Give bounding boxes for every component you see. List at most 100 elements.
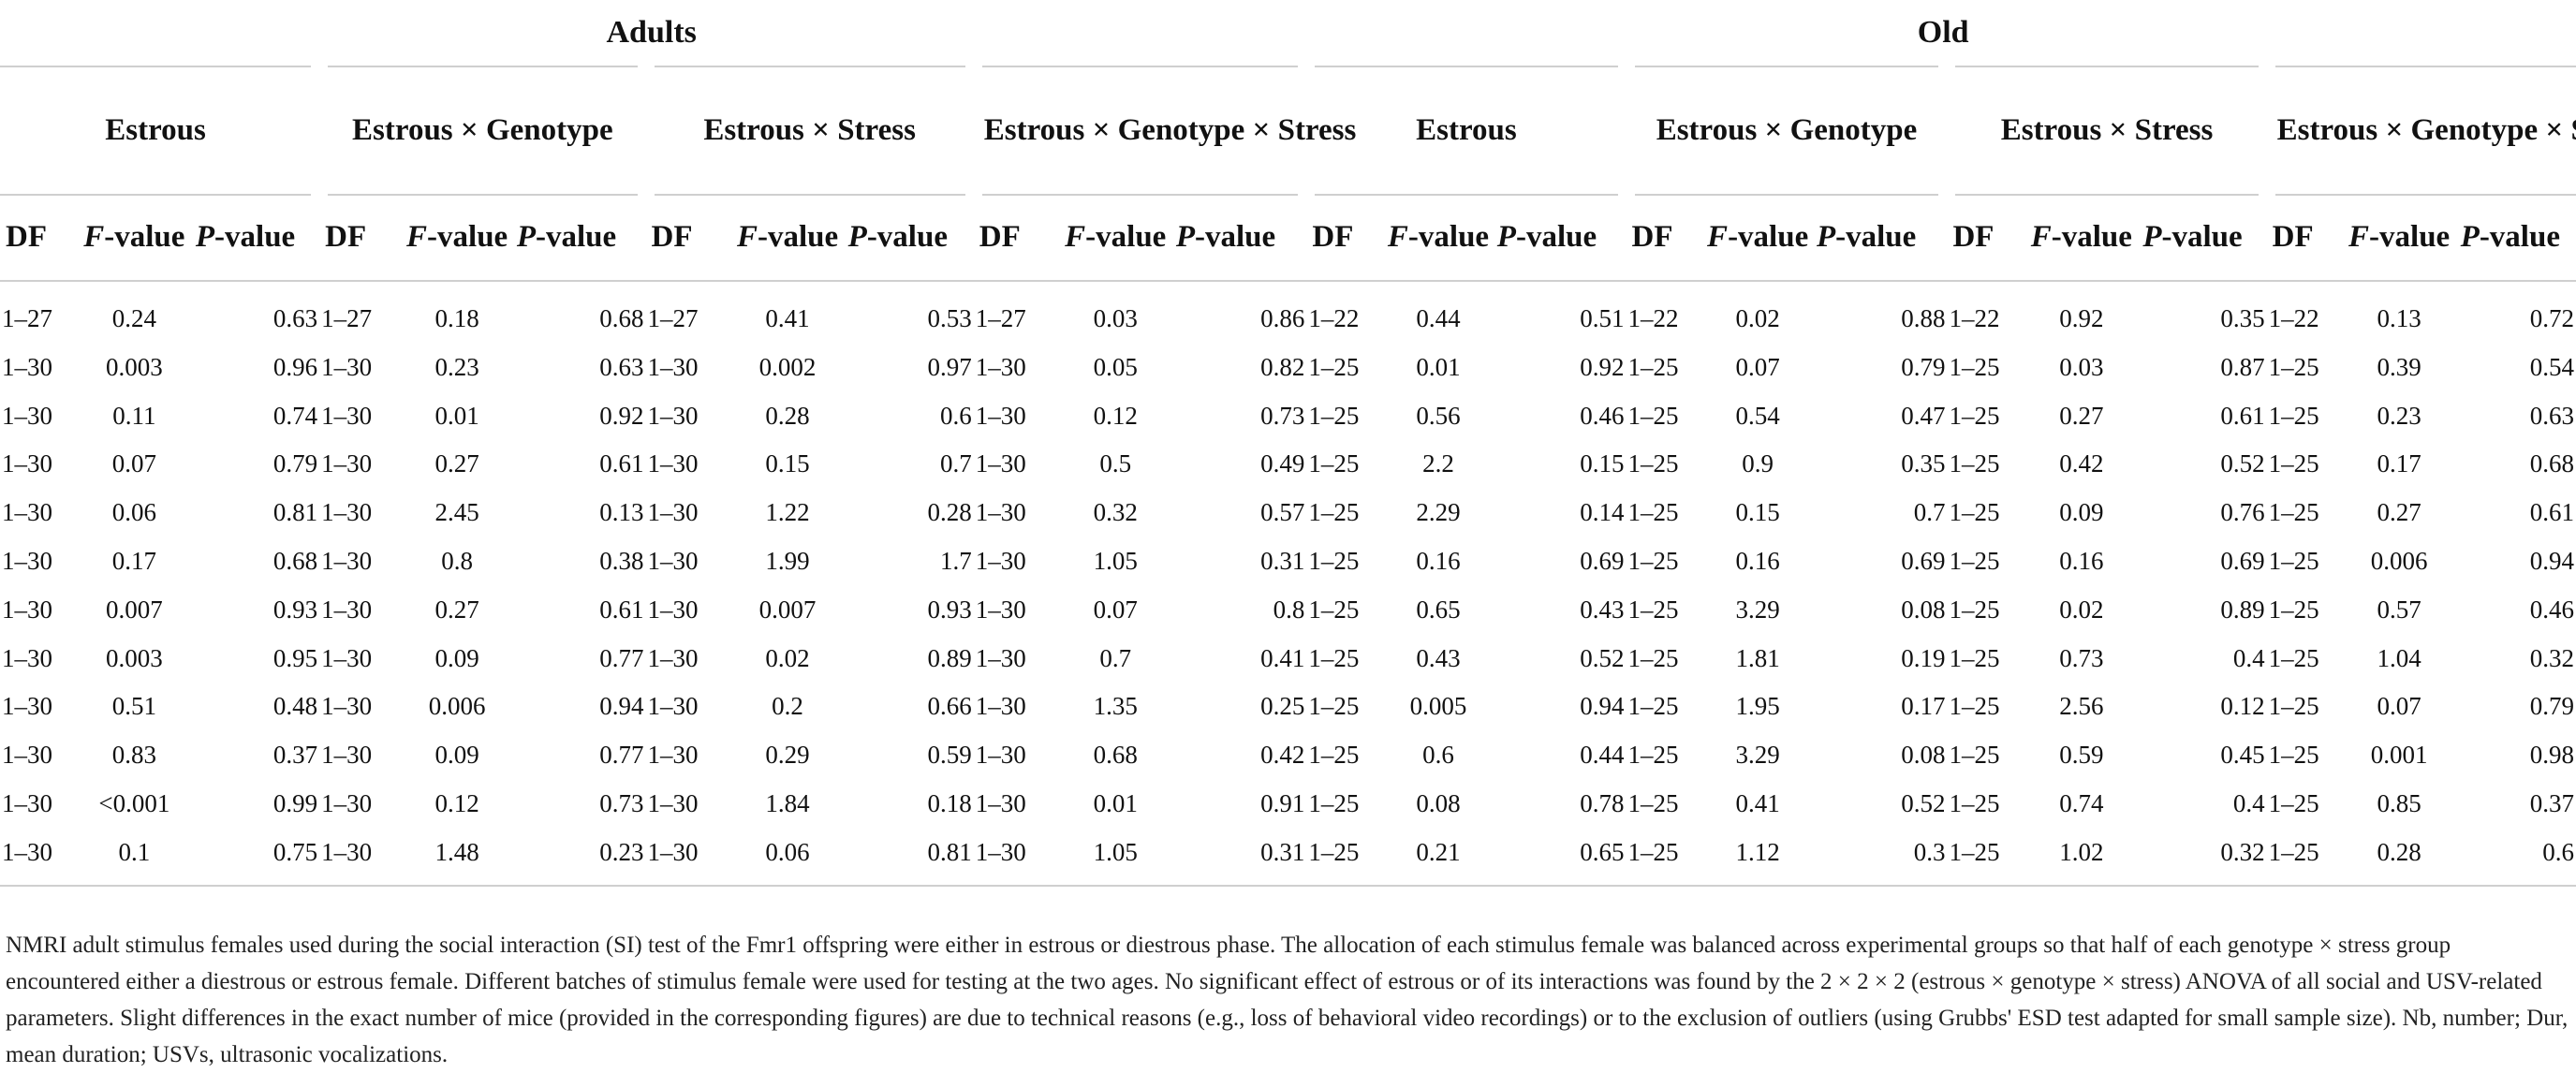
column-header-p-letter: P bbox=[2460, 220, 2480, 255]
table-cell-p-value: 0.77 bbox=[599, 741, 644, 770]
table-row: 1–30 0.003 0.96 1–30 0.23 0.63 1–30 0.002 0.97 1–… bbox=[0, 344, 2576, 392]
table-cell-f-value: 0.003 bbox=[105, 352, 163, 381]
table-cell-df: 1–30 bbox=[319, 828, 400, 887]
table-cell-f-value: 0.16 bbox=[2059, 547, 2104, 575]
table-cell-f-value: 1.12 bbox=[1700, 828, 1815, 887]
column-header-p-value-old-estrous-genotype: P-value bbox=[1814, 195, 1948, 282]
table-cell-p-value: 0.14 bbox=[1580, 498, 1625, 527]
table-cell-p-value: 0.69 bbox=[2220, 547, 2265, 575]
table-cell-f-value: 1.48 bbox=[399, 828, 515, 887]
table-cell-f-value: 0.001 bbox=[2370, 741, 2428, 770]
column-header-p-letter: P bbox=[195, 220, 215, 255]
table-cell-df: 1–27 bbox=[321, 304, 373, 333]
table-cell-p-value: 0.51 bbox=[1580, 304, 1625, 333]
table-cell-f-value: 1.02 bbox=[2022, 828, 2142, 887]
column-header-f-letter: F bbox=[1707, 220, 1729, 255]
column-header-f-suffix: -value bbox=[2369, 220, 2451, 255]
table-cell-f-value: 0.06 bbox=[111, 498, 156, 527]
table-cell-p-value: 0.31 bbox=[1173, 828, 1307, 887]
table-cell-df: 1–25 bbox=[1947, 828, 2023, 887]
table-row: 1–30 0.007 0.93 1–30 0.27 0.61 1–30 0.007 0.93 1–… bbox=[0, 586, 2576, 635]
table-cell-p-value: 0.94 bbox=[2529, 547, 2574, 575]
table-cell-p-value: 0.37 bbox=[2529, 788, 2574, 817]
column-header-p-value-adults-estrous-genotype: P-value bbox=[514, 195, 646, 282]
table-cell-p-value: 0.46 bbox=[1580, 401, 1625, 430]
column-header-p-value-adults-estrous-genotype-stress: P-value bbox=[1173, 195, 1307, 282]
table-cell-p-value: 0.78 bbox=[1580, 788, 1625, 817]
column-header-p-letter: P bbox=[847, 220, 867, 255]
table-cell-df: 1–30 bbox=[2, 595, 52, 624]
column-header-p-letter: P bbox=[2142, 220, 2162, 255]
table-cell-p-value: 0.68 bbox=[2529, 449, 2574, 478]
table-cell-df: 1–30 bbox=[647, 643, 699, 672]
table-cell-f-value: 1.05 bbox=[1093, 547, 1138, 575]
table-cell-p-value: 0.81 bbox=[272, 498, 318, 527]
table-cell-p-value: 0.97 bbox=[927, 352, 972, 381]
table-cell-df: 1–25 bbox=[1308, 643, 1360, 672]
table-cell-f-value: 1.35 bbox=[1093, 692, 1138, 721]
table-row: 1–30 0.07 0.79 1–30 0.27 0.61 1–30 0.15 0.7 1–30 0… bbox=[0, 440, 2576, 489]
table-cell-p-value: 0.69 bbox=[1901, 547, 1946, 575]
table-cell-f-value: 0.8 bbox=[441, 547, 473, 575]
table-cell-p-value: 0.19 bbox=[1901, 643, 1946, 672]
table-cell-df: 1–25 bbox=[1627, 498, 1679, 527]
table-cell-p-value: 0.46 bbox=[2529, 595, 2574, 624]
age-header-adults: Adults bbox=[0, 0, 1307, 67]
table-cell-p-value: 0.92 bbox=[1580, 352, 1625, 381]
table-cell-f-value: 3.29 bbox=[1735, 595, 1780, 624]
table-row: 1–30 0.003 0.95 1–30 0.09 0.77 1–30 0.02 0.89 1–3… bbox=[0, 635, 2576, 683]
table-cell-f-value: 0.11 bbox=[112, 401, 156, 430]
column-header-p-letter: P bbox=[1816, 220, 1836, 255]
table-cell-p-value: 0.93 bbox=[927, 595, 972, 624]
table-cell-p-value: 0.77 bbox=[599, 643, 644, 672]
column-header-f-value-old-estrous-stress: F-value bbox=[2022, 195, 2142, 282]
table-cell-p-value: 0.61 bbox=[2220, 401, 2265, 430]
age-header-row: Adults Old bbox=[0, 0, 2576, 67]
table-cell-f-value: 0.21 bbox=[1381, 828, 1495, 887]
table-cell-df: 1–30 bbox=[975, 498, 1026, 527]
table-cell-df: 1–25 bbox=[1949, 741, 2000, 770]
table-cell-f-value: <0.001 bbox=[98, 788, 170, 817]
table-cell-p-value: 0.63 bbox=[2529, 401, 2574, 430]
table-cell-df: 1–25 bbox=[1626, 828, 1701, 887]
table-cell-df: 1–30 bbox=[2, 401, 52, 430]
table-cell-p-value: 0.15 bbox=[1580, 449, 1625, 478]
table-cell-df: 1–30 bbox=[975, 449, 1026, 478]
table-cell-f-value: 0.27 bbox=[2059, 401, 2104, 430]
table-cell-p-value: 0.08 bbox=[1901, 741, 1946, 770]
table-cell-f-value: 0.27 bbox=[2377, 498, 2421, 527]
table-cell-f-value: 0.23 bbox=[2377, 401, 2421, 430]
table-cell-df: 1–30 bbox=[975, 643, 1026, 672]
table-cell-df: 1–25 bbox=[1308, 352, 1360, 381]
effect-header-adults-estrous-genotype-stress: Estrous × Genotype × Stress bbox=[964, 66, 1356, 196]
column-header-p-value-old-estrous-genotype-stress: P-value bbox=[2458, 195, 2576, 282]
table-cell-f-value: 0.51 bbox=[111, 692, 156, 721]
table-cell-df: 1–30 bbox=[973, 828, 1057, 887]
table-cell-p-value: 0.88 bbox=[1901, 304, 1946, 333]
table-cell-f-value: 0.003 bbox=[105, 643, 163, 672]
table-cell-f-value: 0.01 bbox=[434, 401, 479, 430]
table-cell-p-value: 0.52 bbox=[2220, 449, 2265, 478]
table-cell-df: 1–30 bbox=[321, 643, 373, 672]
table-cell-p-value: 0.48 bbox=[272, 692, 318, 721]
table-cell-f-value: 0.59 bbox=[2059, 741, 2104, 770]
table-cell-f-value: 0.09 bbox=[434, 741, 479, 770]
table-cell-f-value: 0.56 bbox=[1416, 401, 1461, 430]
table-cell-p-value: 0.4 bbox=[2232, 788, 2265, 817]
table-cell-f-value: 0.12 bbox=[1093, 401, 1138, 430]
table-cell-f-value: 0.5 bbox=[1099, 449, 1132, 478]
effect-header-old-estrous-genotype-stress: Estrous × Genotype × Stress bbox=[2258, 66, 2576, 196]
table-cell-df: 1–30 bbox=[321, 595, 373, 624]
table-cell-df: 1–30 bbox=[2, 643, 52, 672]
table-cell-df: 1–25 bbox=[2268, 352, 2319, 381]
table-cell-f-value: 0.12 bbox=[434, 788, 479, 817]
table-cell-df: 1–25 bbox=[1949, 449, 2000, 478]
table-cell-f-value: 0.07 bbox=[1735, 352, 1780, 381]
table-cell-df: 1–30 bbox=[321, 547, 373, 575]
column-header-f-letter: F bbox=[2030, 220, 2052, 255]
column-header-f-suffix: -value bbox=[1085, 220, 1167, 255]
table-cell-f-value: 0.41 bbox=[1735, 788, 1780, 817]
table-cell-df: 1–30 bbox=[321, 692, 373, 721]
table-cell-p-value: 0.35 bbox=[1901, 449, 1946, 478]
table-cell-p-value: 0.4 bbox=[2232, 643, 2265, 672]
